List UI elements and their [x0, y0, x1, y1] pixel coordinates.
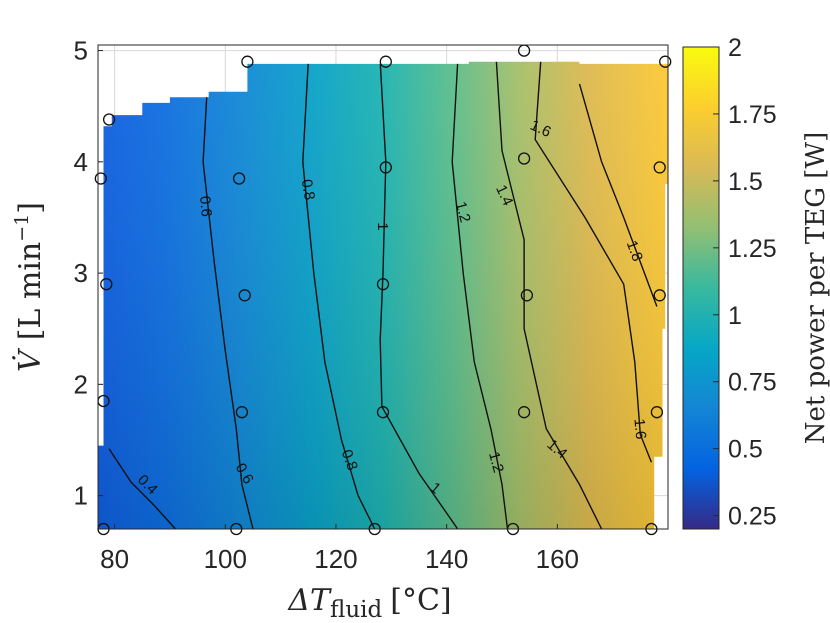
measurement-point — [94, 172, 107, 185]
x-tick-label: 100 — [204, 544, 247, 574]
colorbar: 0.25 0.5 0.75 1 1.25 1.5 1.75 2 Net power per T… — [682, 34, 830, 531]
colorbar-tick-label: 0.5 — [728, 436, 763, 464]
contour-label-text: 0.6 — [196, 195, 215, 217]
colorbar-bar — [682, 46, 720, 530]
colorbar-tick-label: 2 — [728, 34, 742, 62]
y-tick-label: 2 — [74, 369, 88, 399]
measurement-point — [235, 406, 249, 419]
contour-label-text: 1 — [374, 222, 391, 230]
colorbar-tick-label: 0.25 — [728, 503, 777, 531]
contour-label: 1.2 — [452, 200, 474, 225]
measurement-point — [376, 406, 390, 419]
measurement-point — [653, 161, 666, 174]
x-axis-label-main: ΔT — [287, 583, 332, 618]
x-tick-label: 80 — [100, 544, 129, 574]
measurement-point — [379, 55, 392, 68]
measurement-point — [520, 289, 534, 302]
contour-line-1-8 — [578, 83, 658, 307]
y-tick-label: 4 — [74, 147, 88, 177]
colorbar-tick-label: 1 — [728, 302, 742, 330]
x-axis-ticks: 80 100 120 140 160 — [100, 524, 579, 574]
x-axis-label: ΔTfluid [°C] — [287, 583, 451, 623]
y-tick-label: 1 — [74, 481, 88, 511]
measurement-point — [232, 172, 246, 185]
contour-label: 1.6 — [630, 418, 649, 440]
contour-label: 1.8 — [623, 238, 646, 263]
y-axis-label: V̇ [L min−1] — [11, 202, 48, 372]
contour-label: 0.8 — [338, 447, 361, 472]
contour-label-text: 1.2 — [452, 200, 474, 225]
y-axis-label-unit-sup: −1 — [11, 214, 33, 242]
x-axis-label-unit: [°C] — [390, 583, 451, 618]
measurement-point — [102, 113, 116, 126]
colorbar-tick-label: 1.25 — [728, 235, 777, 263]
y-tick-label: 5 — [74, 36, 88, 66]
colorbar-tick-label: 1.75 — [728, 101, 777, 129]
y-axis-ticks: 1 2 3 4 5 — [74, 36, 103, 511]
contour-lines — [108, 61, 658, 529]
y-axis-label-unit: [L min — [13, 242, 48, 341]
measurement-point — [650, 406, 664, 419]
measurement-point — [238, 289, 251, 302]
x-tick-label: 160 — [536, 544, 579, 574]
heatmap-shading — [98, 61, 668, 529]
plot-frame — [97, 44, 669, 530]
y-axis-label-unit-end: ] — [13, 202, 48, 214]
x-tick-label: 120 — [314, 544, 357, 574]
x-axis-label-sub: fluid — [330, 597, 383, 623]
x-tick-label: 140 — [425, 544, 468, 574]
contour-line-1-2 — [451, 61, 509, 529]
contour-label-text: 1.2 — [485, 450, 507, 475]
measurement-point — [653, 289, 666, 302]
contour-label: 0.6 — [196, 195, 215, 217]
contour-line-0-6 — [202, 61, 254, 529]
contour-line-0-8 — [302, 61, 376, 529]
colorbar-tick-label: 1.5 — [728, 168, 763, 196]
contour-label-text: 1.8 — [623, 238, 646, 263]
measurement-point — [379, 161, 392, 174]
colorbar-tick-label: 0.75 — [728, 369, 777, 397]
contour-label: 1.2 — [485, 450, 507, 475]
y-axis-label-main: V̇ — [13, 347, 48, 372]
measurement-point — [100, 278, 113, 291]
svg-text:ΔTfluid[°C]: ΔTfluid [°C] — [287, 583, 451, 623]
contour-label: 0.8 — [298, 178, 318, 201]
measurement-point — [517, 406, 531, 419]
contour-line-1-4 — [495, 61, 603, 529]
measurement-point — [376, 278, 390, 291]
contour-label-text: 0.8 — [298, 178, 318, 201]
contour-label-text: 0.8 — [338, 447, 361, 472]
svg-text:V̇[L min−1]: V̇ [L min−1] — [11, 202, 48, 372]
contour-label: 1 — [374, 222, 391, 230]
contour-line-0-4 — [108, 448, 177, 529]
colorbar-ticks: 0.25 0.5 0.75 1 1.25 1.5 1.75 2 — [713, 34, 777, 531]
contour-line-1-6 — [534, 61, 653, 463]
measurement-point — [659, 55, 672, 68]
measurement-point — [241, 55, 254, 68]
y-tick-label: 3 — [74, 258, 88, 288]
measurement-points — [94, 44, 672, 536]
colorbar-label: Net power per TEG [W] — [801, 132, 830, 445]
measurement-point — [517, 152, 531, 165]
contour-label-text: 1.6 — [630, 418, 649, 440]
